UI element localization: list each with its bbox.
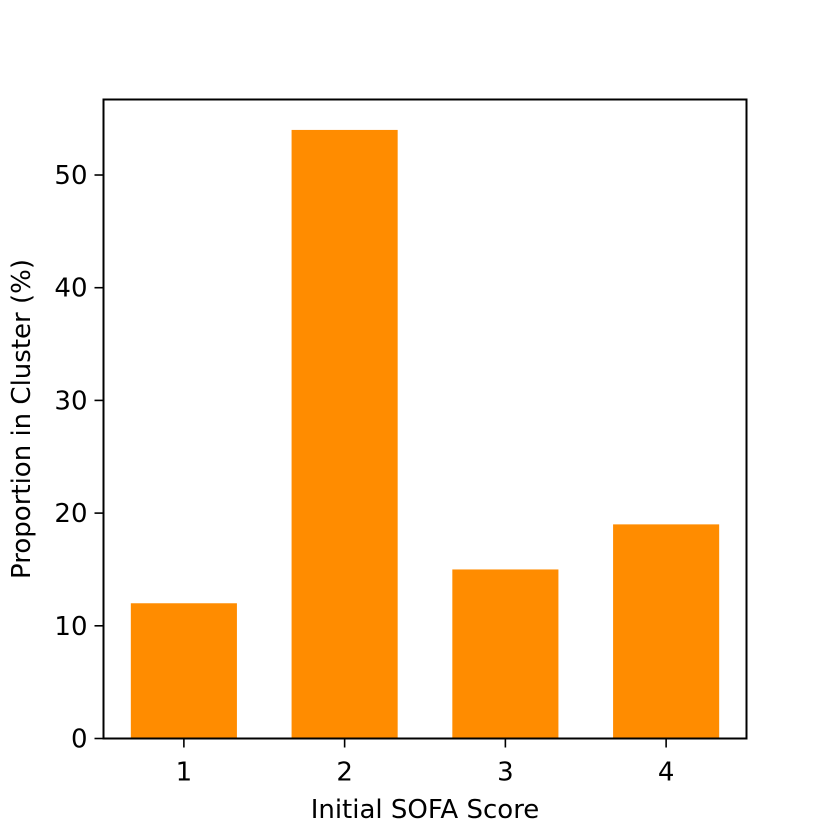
x-axis-label: Initial SOFA Score [311,795,540,825]
bar-2 [291,129,398,739]
y-axis: 0 10 20 30 40 50 [54,161,104,755]
bar-1 [130,603,237,739]
x-tick-label-4: 4 [658,758,675,788]
y-tick-label-20: 20 [54,499,87,529]
x-tick-label-3: 3 [497,758,514,788]
y-tick-label-40: 40 [54,274,87,304]
y-tick-label-50: 50 [54,161,87,191]
y-tick-label-0: 0 [71,725,88,755]
bar-3 [452,569,559,739]
y-axis-label: Proportion in Cluster (%) [7,259,37,579]
x-axis: 1 2 3 4 [176,738,675,788]
x-tick-label-1: 1 [176,758,193,788]
plot-frame [102,98,748,740]
x-tick-label-2: 2 [336,758,353,788]
bars-group [130,129,720,739]
bar-4 [613,524,720,739]
y-tick-label-10: 10 [54,612,87,642]
y-tick-label-30: 30 [54,386,87,416]
